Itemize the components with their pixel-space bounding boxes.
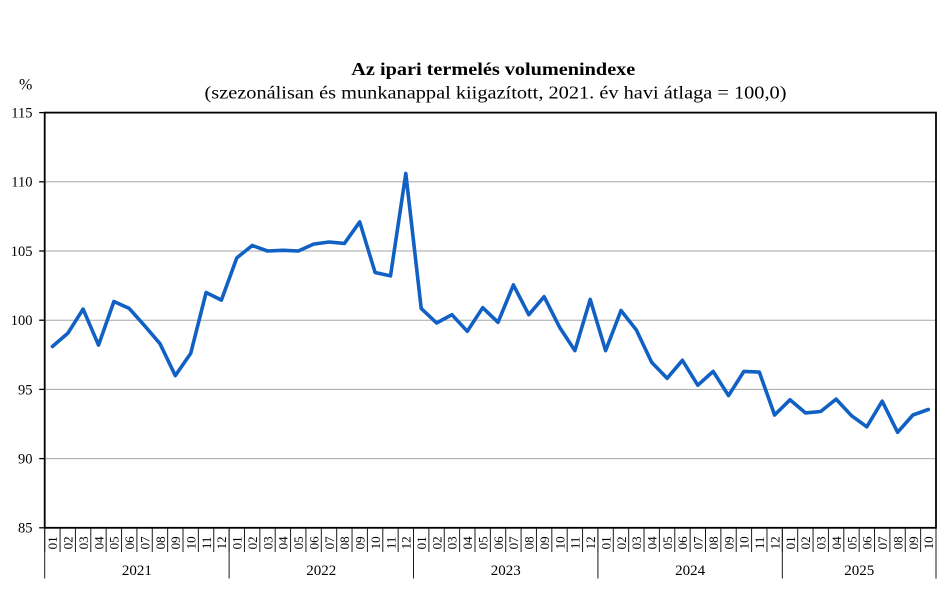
svg-text:07: 07 bbox=[875, 536, 890, 550]
svg-text:02: 02 bbox=[614, 536, 629, 549]
svg-text:09: 09 bbox=[168, 536, 183, 549]
svg-text:01: 01 bbox=[414, 536, 429, 549]
svg-text:03: 03 bbox=[814, 536, 829, 549]
svg-text:10: 10 bbox=[183, 536, 198, 549]
svg-text:08: 08 bbox=[522, 536, 537, 549]
svg-text:Az ipari termelés volumenindex: Az ipari termelés volumenindexe bbox=[351, 59, 635, 79]
svg-text:06: 06 bbox=[122, 536, 137, 550]
svg-text:08: 08 bbox=[153, 536, 168, 549]
svg-text:05: 05 bbox=[291, 536, 306, 549]
svg-text:09: 09 bbox=[906, 536, 921, 549]
svg-text:12: 12 bbox=[214, 536, 229, 549]
svg-text:05: 05 bbox=[660, 536, 675, 549]
svg-text:07: 07 bbox=[506, 536, 521, 550]
svg-text:12: 12 bbox=[399, 536, 414, 549]
svg-text:09: 09 bbox=[353, 536, 368, 549]
svg-text:04: 04 bbox=[91, 536, 106, 550]
svg-text:2025: 2025 bbox=[844, 563, 874, 579]
svg-text:12: 12 bbox=[583, 536, 598, 549]
svg-text:10: 10 bbox=[921, 536, 936, 549]
svg-text:04: 04 bbox=[276, 536, 291, 550]
svg-text:01: 01 bbox=[598, 536, 613, 549]
svg-text:02: 02 bbox=[429, 536, 444, 549]
svg-text:05: 05 bbox=[475, 536, 490, 549]
svg-text:11: 11 bbox=[383, 537, 398, 550]
svg-text:08: 08 bbox=[890, 536, 905, 549]
svg-text:115: 115 bbox=[11, 106, 32, 122]
svg-text:07: 07 bbox=[137, 536, 152, 550]
svg-text:2023: 2023 bbox=[491, 563, 521, 579]
svg-text:11: 11 bbox=[568, 537, 583, 550]
svg-text:11: 11 bbox=[199, 537, 214, 550]
svg-text:03: 03 bbox=[445, 536, 460, 549]
svg-text:01: 01 bbox=[45, 536, 60, 549]
svg-text:04: 04 bbox=[829, 536, 844, 550]
svg-text:04: 04 bbox=[645, 536, 660, 550]
svg-text:06: 06 bbox=[860, 536, 875, 550]
svg-text:2024: 2024 bbox=[675, 563, 706, 579]
svg-text:2021: 2021 bbox=[122, 563, 152, 579]
svg-text:95: 95 bbox=[18, 382, 33, 398]
svg-text:10: 10 bbox=[368, 536, 383, 549]
svg-text:01: 01 bbox=[783, 536, 798, 549]
svg-text:06: 06 bbox=[306, 536, 321, 550]
svg-text:12: 12 bbox=[767, 536, 782, 549]
svg-text:105: 105 bbox=[11, 244, 33, 260]
svg-text:100: 100 bbox=[11, 313, 33, 329]
svg-text:%: % bbox=[19, 77, 32, 94]
svg-text:2022: 2022 bbox=[306, 563, 336, 579]
svg-text:05: 05 bbox=[107, 536, 122, 549]
svg-text:09: 09 bbox=[537, 536, 552, 549]
svg-text:90: 90 bbox=[18, 452, 33, 468]
svg-text:08: 08 bbox=[337, 536, 352, 549]
svg-text:02: 02 bbox=[245, 536, 260, 549]
svg-text:09: 09 bbox=[721, 536, 736, 549]
svg-text:(szezonálisan és munkanappal k: (szezonálisan és munkanappal kiigazított… bbox=[205, 83, 787, 104]
svg-text:07: 07 bbox=[322, 536, 337, 550]
svg-text:02: 02 bbox=[798, 536, 813, 549]
svg-text:85: 85 bbox=[18, 521, 33, 537]
svg-text:01: 01 bbox=[230, 536, 245, 549]
svg-text:06: 06 bbox=[675, 536, 690, 550]
svg-text:07: 07 bbox=[691, 536, 706, 550]
svg-text:10: 10 bbox=[552, 536, 567, 549]
svg-text:10: 10 bbox=[737, 536, 752, 549]
svg-text:03: 03 bbox=[260, 536, 275, 549]
svg-text:06: 06 bbox=[491, 536, 506, 550]
svg-text:03: 03 bbox=[629, 536, 644, 549]
svg-text:03: 03 bbox=[76, 536, 91, 549]
svg-text:08: 08 bbox=[706, 536, 721, 549]
svg-text:05: 05 bbox=[844, 536, 859, 549]
svg-text:110: 110 bbox=[11, 175, 32, 191]
svg-text:02: 02 bbox=[61, 536, 76, 549]
svg-text:04: 04 bbox=[460, 536, 475, 550]
svg-text:11: 11 bbox=[752, 537, 767, 550]
